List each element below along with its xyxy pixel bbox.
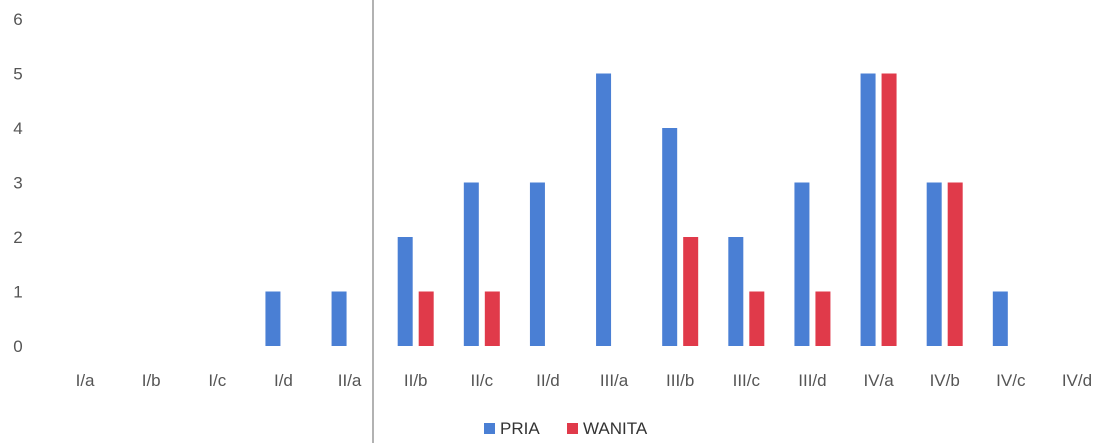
y-tick-label: 0	[13, 337, 22, 356]
bars	[265, 73, 1008, 346]
bar-pria	[463, 182, 479, 346]
legend-swatch-wanita	[567, 423, 578, 434]
x-axis-ticks: I/a I/b I/c I/d II/a II/b II/c II/d III/a III/b II…	[76, 371, 1092, 390]
bar-wanita	[418, 291, 434, 346]
legend: PRIA WANITA	[484, 419, 648, 438]
x-tick-label: I/d	[274, 371, 293, 390]
bar-wanita	[749, 291, 765, 346]
bar-pria	[529, 182, 545, 346]
bar-pria	[331, 291, 347, 346]
x-tick-label: I/c	[208, 371, 226, 390]
legend-label-pria: PRIA	[500, 419, 540, 438]
bar-pria	[926, 182, 942, 346]
x-tick-label: III/d	[798, 371, 826, 390]
x-tick-label: III/c	[733, 371, 761, 390]
bar-wanita	[947, 182, 963, 346]
y-axis-ticks: 0 1 2 3 4 5 6	[13, 10, 22, 356]
x-tick-label: IV/c	[996, 371, 1026, 390]
x-tick-label: III/a	[600, 371, 629, 390]
y-tick-label: 5	[13, 65, 22, 84]
bar-wanita	[881, 73, 897, 346]
x-tick-label: II/a	[338, 371, 362, 390]
x-tick-label: I/b	[142, 371, 161, 390]
bar-pria	[794, 182, 810, 346]
bar-pria	[728, 237, 744, 346]
bar-pria	[860, 73, 876, 346]
legend-swatch-pria	[484, 423, 495, 434]
x-tick-label: I/a	[76, 371, 95, 390]
y-tick-label: 4	[13, 119, 22, 138]
x-tick-label: IV/a	[863, 371, 894, 390]
x-tick-label: III/b	[666, 371, 694, 390]
y-tick-label: 3	[13, 174, 22, 193]
bar-pria	[992, 291, 1008, 346]
x-tick-label: II/d	[536, 371, 560, 390]
y-tick-label: 2	[13, 228, 22, 247]
bar-wanita	[484, 291, 500, 346]
y-tick-label: 6	[13, 10, 22, 29]
bar-wanita	[815, 291, 831, 346]
bar-pria	[662, 128, 678, 346]
bar-wanita	[683, 237, 699, 346]
y-tick-label: 1	[13, 283, 22, 302]
x-tick-label: IV/d	[1062, 371, 1092, 390]
bar-pria	[596, 73, 612, 346]
legend-label-wanita: WANITA	[583, 419, 648, 438]
bar-pria	[397, 237, 413, 346]
bar-pria	[265, 291, 281, 346]
x-tick-label: II/b	[404, 371, 428, 390]
x-tick-label: II/c	[470, 371, 493, 390]
x-tick-label: IV/b	[930, 371, 960, 390]
